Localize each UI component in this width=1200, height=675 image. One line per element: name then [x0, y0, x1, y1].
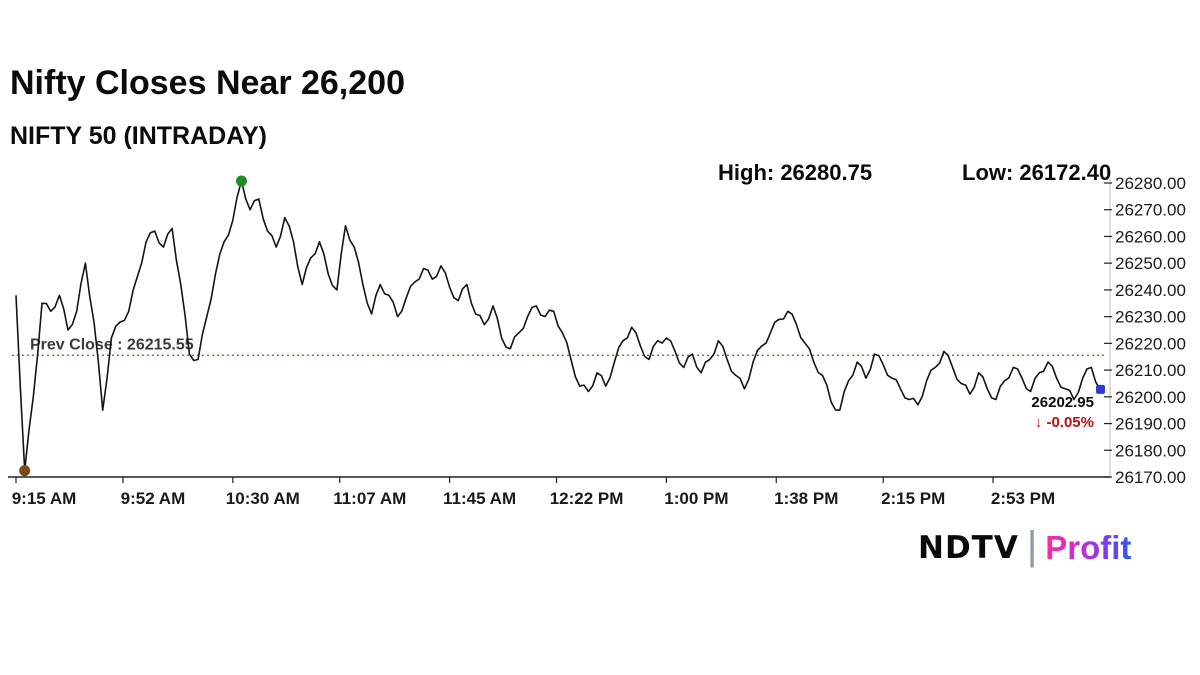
- chart-svg: Prev Close : 26215.55 26202.95 ↓ -0.05% 9:1…: [8, 174, 1186, 508]
- y-tick-label: 26260.00: [1115, 227, 1186, 246]
- y-tick-label: 26200.00: [1115, 388, 1186, 407]
- x-tick-label: 11:45 AM: [443, 489, 516, 508]
- prev-close-label: Prev Close : 26215.55: [30, 336, 194, 353]
- x-tick-label: 10:30 AM: [226, 489, 300, 508]
- last-price-marker: [1096, 384, 1105, 394]
- y-tick-label: 26180.00: [1115, 441, 1186, 460]
- x-tick-label: 1:00 PM: [664, 489, 728, 508]
- ndtv-wordmark: NDTV: [918, 530, 1019, 566]
- page-title: Nifty Closes Near 26,200: [10, 64, 405, 102]
- price-line: [15, 180, 1101, 472]
- low-marker: [19, 465, 31, 477]
- high-marker: [235, 175, 247, 187]
- last-change-label: ↓ -0.05%: [1035, 414, 1094, 431]
- y-tick-label: 26170.00: [1115, 468, 1186, 487]
- y-tick-label: 26270.00: [1115, 201, 1186, 220]
- logo-divider: |: [1026, 524, 1038, 568]
- x-tick-label: 11:07 AM: [333, 489, 406, 508]
- profit-wordmark: Profit: [1045, 529, 1132, 566]
- y-tick-label: 26230.00: [1115, 308, 1186, 327]
- chart-subtitle: NIFTY 50 (INTRADAY): [10, 122, 267, 150]
- y-tick-label: 26190.00: [1115, 415, 1186, 434]
- day-high-label: High: 26280.75: [718, 160, 873, 185]
- y-tick-label: 26220.00: [1115, 334, 1186, 353]
- x-tick-label: 2:53 PM: [991, 489, 1055, 508]
- x-tick-label: 9:15 AM: [12, 489, 77, 508]
- y-tick-label: 26280.00: [1115, 174, 1186, 193]
- last-price-label: 26202.95: [1031, 394, 1094, 411]
- ndtv-profit-logo: NDTV | Profit: [918, 524, 1132, 568]
- x-tick-label: 1:38 PM: [774, 489, 838, 508]
- intraday-line-chart: Prev Close : 26215.55 26202.95 ↓ -0.05% 9:1…: [0, 160, 1200, 520]
- x-tick-label: 2:15 PM: [881, 489, 945, 508]
- y-tick-label: 26210.00: [1115, 361, 1186, 380]
- x-tick-label: 12:22 PM: [550, 489, 624, 508]
- y-tick-label: 26240.00: [1115, 281, 1186, 300]
- x-tick-label: 9:52 AM: [121, 489, 186, 508]
- day-low-label: Low: 26172.40: [962, 160, 1112, 185]
- y-tick-label: 26250.00: [1115, 254, 1186, 273]
